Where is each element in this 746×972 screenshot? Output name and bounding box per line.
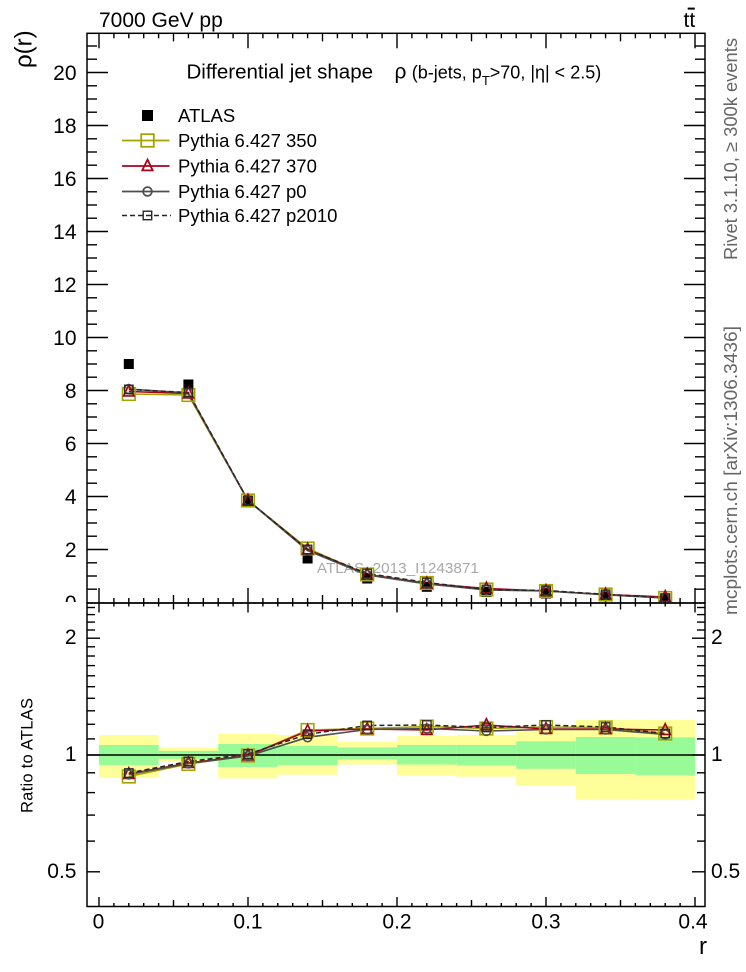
svg-text:0.5: 0.5 <box>47 860 76 883</box>
svg-text:12: 12 <box>53 274 76 297</box>
svg-text:8: 8 <box>65 380 77 403</box>
svg-text:20: 20 <box>53 62 76 85</box>
svg-text:14: 14 <box>53 221 77 244</box>
svg-text:tt: tt <box>684 9 696 32</box>
svg-text:4: 4 <box>65 486 77 509</box>
svg-text:2: 2 <box>65 539 77 562</box>
svg-text:0: 0 <box>93 911 105 934</box>
svg-text:ATLAS: ATLAS <box>178 105 235 126</box>
svg-text:18: 18 <box>53 115 76 138</box>
svg-text:Rivet 3.1.10, ≥ 300k events: Rivet 3.1.10, ≥ 300k events <box>721 38 741 260</box>
svg-text:0.4: 0.4 <box>678 911 708 934</box>
svg-text:mcplots.cern.ch [arXiv:1306.34: mcplots.cern.ch [arXiv:1306.3436] <box>721 326 741 615</box>
svg-text:Pythia 6.427 350: Pythia 6.427 350 <box>178 130 317 151</box>
svg-text:0.2: 0.2 <box>382 911 411 934</box>
svg-text:1: 1 <box>65 743 77 766</box>
svg-text:ρ(r): ρ(r) <box>11 30 38 68</box>
svg-text:7000 GeV pp: 7000 GeV pp <box>99 9 223 32</box>
svg-text:ATLAS_2013_I1243871: ATLAS_2013_I1243871 <box>317 561 479 577</box>
svg-text:Pythia 6.427 p2010: Pythia 6.427 p2010 <box>178 205 337 226</box>
svg-text:Pythia 6.427 p0: Pythia 6.427 p0 <box>178 181 307 202</box>
svg-text:2: 2 <box>711 626 723 649</box>
svg-text:Ratio to ATLAS: Ratio to ATLAS <box>19 698 37 813</box>
svg-text:2: 2 <box>65 626 77 649</box>
svg-text:ρ: ρ <box>395 60 407 83</box>
svg-text:0.1: 0.1 <box>233 911 262 934</box>
svg-text:1: 1 <box>711 743 723 766</box>
svg-text:r: r <box>699 933 707 960</box>
svg-text:0.5: 0.5 <box>711 860 740 883</box>
svg-text:0.3: 0.3 <box>531 911 560 934</box>
svg-text:6: 6 <box>65 433 77 456</box>
svg-text:Pythia 6.427 370: Pythia 6.427 370 <box>178 156 317 177</box>
svg-text:0: 0 <box>65 592 77 615</box>
svg-text:Differential jet shape: Differential jet shape <box>187 60 374 83</box>
svg-text:16: 16 <box>53 168 76 191</box>
svg-text:10: 10 <box>53 327 76 350</box>
